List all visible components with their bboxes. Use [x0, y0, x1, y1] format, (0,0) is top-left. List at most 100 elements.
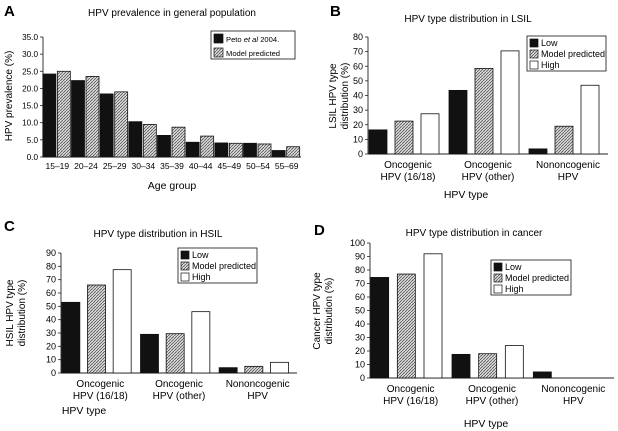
- bar-model-predicted: [394, 120, 414, 155]
- bar-model-predicted: [165, 333, 185, 374]
- y-tick-label: 90: [46, 248, 56, 258]
- legend-label: High: [505, 284, 524, 294]
- bar-model-predicted: [554, 125, 574, 155]
- y-tick-label: 35.0: [22, 33, 38, 42]
- bar-model-predicted: [257, 143, 272, 158]
- y-tick-label: 20: [46, 341, 56, 351]
- bar-model-predicted: [87, 284, 106, 374]
- y-tick-label: 60: [46, 288, 56, 298]
- y-axis-label: HPV prevalence (%): [4, 51, 15, 142]
- bar-peto-et-al-2004-: [128, 121, 143, 158]
- x-tick-label: Oncogenic HPV (other): [462, 160, 515, 183]
- chart-title: HPV type distribution in cancer: [406, 228, 543, 239]
- legend-swatch: [493, 284, 503, 294]
- bar-high: [500, 50, 520, 155]
- chart-panel-b: B HPV type distribution in LSIL 0 10 20 30 40 5…: [328, 3, 608, 201]
- y-axis-label: HSIL HPV typedistribution (%): [5, 279, 28, 346]
- x-tick-label: Oncogenic HPV (16/18): [380, 160, 435, 183]
- bar-peto-et-al-2004-: [157, 134, 171, 158]
- bar-low: [532, 371, 552, 379]
- legend-swatch: [529, 38, 539, 48]
- y-tick-label: 40: [46, 315, 56, 325]
- y-tick-label: 60: [353, 61, 363, 71]
- legend-swatch: [180, 261, 190, 271]
- bar-model-predicted: [114, 91, 129, 158]
- legend-label: High: [541, 60, 560, 70]
- bar-model-predicted: [200, 135, 215, 158]
- bar-high: [420, 113, 440, 155]
- y-tick-label: 70: [355, 279, 365, 289]
- legend-label: Low: [541, 38, 558, 48]
- y-tick-label: 20.0: [22, 84, 38, 93]
- legend-box: [526, 35, 607, 72]
- x-tick-label: 20–24: [74, 161, 98, 171]
- bar-model-predicted: [286, 146, 301, 158]
- chart-title: HPV type distribution in LSIL: [404, 14, 532, 25]
- x-tick-label: Oncogenic HPV (16/18): [73, 379, 128, 402]
- y-tick-label: 20: [353, 120, 363, 130]
- legend-label: Model predicted: [541, 49, 605, 59]
- bar-low: [368, 129, 388, 155]
- x-tick-label: Nononcogenic HPV: [541, 384, 605, 407]
- bar-model-predicted: [396, 273, 416, 379]
- legend-label: Low: [192, 250, 209, 260]
- y-tick-label: 50: [46, 301, 56, 311]
- x-tick-label: Nononcogenic HPV: [226, 379, 290, 402]
- x-tick-label: 15–19: [46, 161, 70, 171]
- chart-title: HPV type distribution in HSIL: [94, 229, 223, 240]
- bar-model-predicted: [85, 76, 100, 158]
- y-tick-label: 10: [355, 360, 365, 370]
- y-tick-label: 10.0: [22, 119, 38, 128]
- legend-label: Peto et al 2004.: [226, 35, 279, 44]
- bar-high: [191, 311, 211, 374]
- y-tick-label: 0: [51, 368, 56, 378]
- y-tick-label: 10: [46, 355, 56, 365]
- bar-model-predicted: [171, 126, 186, 158]
- x-axis-label: HPV type: [444, 189, 489, 201]
- y-tick-label: 30: [355, 333, 365, 343]
- legend-label: Model predicted: [192, 261, 256, 271]
- legend-label: Model predicted: [226, 49, 280, 58]
- bar-low: [451, 353, 471, 379]
- bar-low: [218, 367, 238, 374]
- y-tick-label: 0: [360, 373, 365, 383]
- bar-low: [370, 277, 390, 379]
- legend-swatch: [493, 262, 503, 272]
- y-tick-label: 30: [353, 105, 363, 115]
- y-axis-label: LSIL HPV typedistribution (%): [328, 63, 351, 130]
- y-tick-label: 0: [358, 149, 363, 159]
- x-axis-label: HPV type: [464, 418, 509, 430]
- panel-letter: B: [330, 3, 341, 20]
- bar-model-predicted: [474, 68, 494, 155]
- y-tick-label: 0.0: [27, 153, 39, 162]
- y-tick-label: 40: [355, 319, 365, 329]
- bar-peto-et-al-2004-: [214, 142, 229, 158]
- legend-box: [210, 30, 296, 60]
- legend-swatch: [529, 60, 539, 70]
- bar-peto-et-al-2004-: [185, 141, 200, 158]
- bar-model-predicted: [244, 365, 264, 374]
- x-tick-label: 55–69: [275, 161, 299, 171]
- bar-high: [580, 84, 600, 155]
- y-tick-label: 40: [353, 91, 363, 101]
- bar-peto-et-al-2004-: [271, 150, 286, 158]
- x-tick-label: Oncogenic HPV (other): [466, 384, 519, 407]
- x-tick-label: 45–49: [218, 161, 242, 171]
- x-tick-label: 50–54: [246, 161, 270, 171]
- panel-letter: A: [4, 3, 15, 20]
- bar-peto-et-al-2004-: [99, 93, 114, 158]
- y-tick-label: 80: [355, 265, 365, 275]
- y-tick-label: 30: [46, 328, 56, 338]
- legend-box: [490, 259, 572, 296]
- bar-low: [528, 148, 548, 155]
- legend: Peto et al 2004. Model predicted: [210, 30, 296, 60]
- bar-model-predicted: [228, 142, 243, 158]
- y-tick-label: 90: [355, 252, 365, 262]
- x-tick-label: 40–44: [189, 161, 213, 171]
- bar-peto-et-al-2004-: [243, 142, 257, 158]
- legend-swatch: [529, 49, 539, 59]
- y-tick-label: 80: [353, 32, 363, 42]
- y-tick-label: 20: [355, 346, 365, 356]
- x-tick-label: 30–34: [132, 161, 156, 171]
